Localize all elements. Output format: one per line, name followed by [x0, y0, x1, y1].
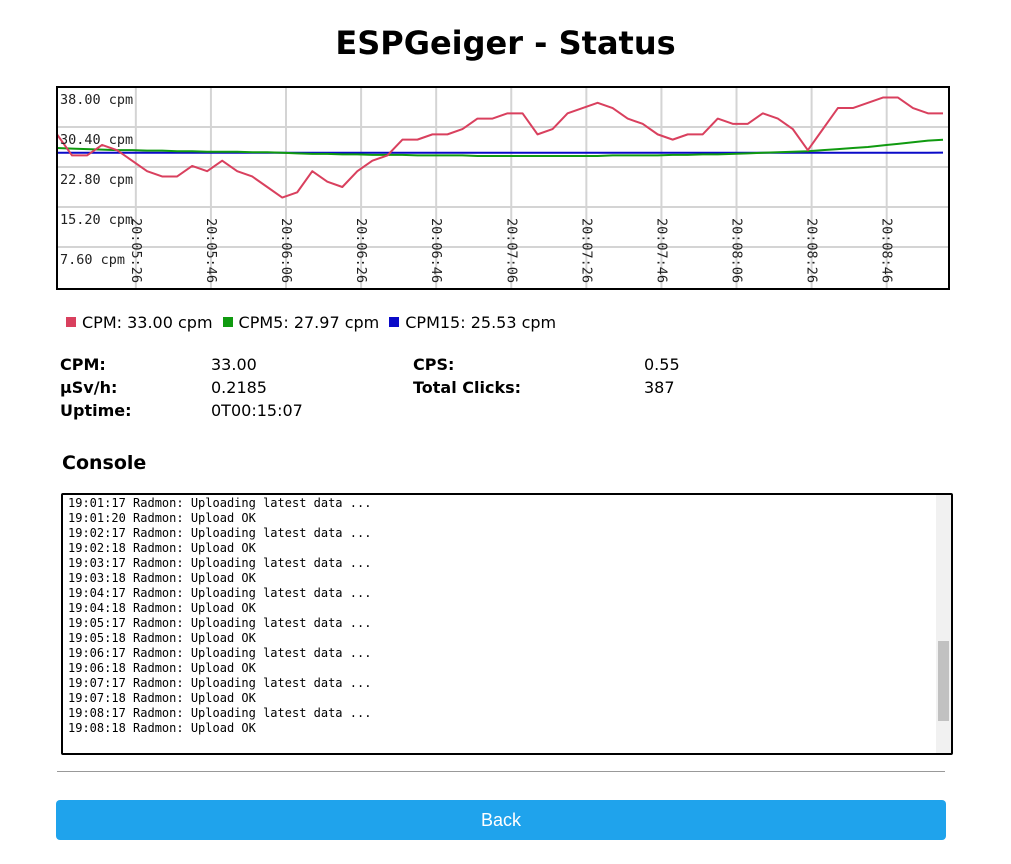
chart: 38.00 cpm 30.40 cpm 22.80 cpm 15.20 cpm 7.60…: [56, 86, 950, 290]
x-tick-label: 20:08:46: [879, 218, 895, 283]
legend-swatch: [389, 317, 400, 327]
console-line: 19:07:18 Radmon: Upload OK: [68, 691, 256, 705]
y-tick-label: 30.40 cpm: [60, 132, 133, 148]
console-line: 19:01:17 Radmon: Uploading latest data .…: [68, 496, 372, 510]
plot-background: [57, 87, 949, 289]
console-title: Console: [62, 452, 147, 474]
stat-value: 0T00:15:07: [211, 401, 303, 420]
back-button[interactable]: Back: [56, 800, 946, 840]
y-tick-label: 22.80 cpm: [60, 172, 133, 188]
console-line: 19:03:18 Radmon: Upload OK: [68, 571, 256, 585]
console-line: 19:05:18 Radmon: Upload OK: [68, 631, 256, 645]
divider: [57, 771, 945, 772]
x-tick-label: 20:06:26: [353, 218, 369, 283]
y-tick-label: 7.60 cpm: [60, 252, 125, 268]
series-line: [56, 138, 944, 157]
legend-label: CPM15: 25.53 cpm: [405, 313, 557, 332]
console-line: 19:06:17 Radmon: Uploading latest data .…: [68, 646, 372, 660]
console-line: 19:08:17 Radmon: Uploading latest data .…: [68, 706, 372, 720]
console-line: 19:02:17 Radmon: Uploading latest data .…: [68, 526, 372, 540]
console-line: 19:08:18 Radmon: Upload OK: [68, 721, 256, 735]
console-line: 19:03:17 Radmon: Uploading latest data .…: [68, 556, 372, 570]
series-line: [56, 96, 943, 199]
stat-label: CPS:: [413, 355, 455, 374]
console-line: 19:06:18 Radmon: Upload OK: [68, 661, 256, 675]
legend-label: CPM5: 27.97 cpm: [238, 313, 380, 332]
stat-value: 0.55: [644, 355, 680, 374]
stat-label: µSv/h:: [60, 378, 118, 397]
console-line: 19:04:18 Radmon: Upload OK: [68, 601, 256, 615]
x-tick-label: 20:06:06: [278, 218, 294, 283]
console-line: 19:02:18 Radmon: Upload OK: [68, 541, 256, 555]
plot-border: [56, 86, 950, 290]
console-lines: 19:01:17 Radmon: Uploading latest data .…: [68, 496, 371, 736]
legend-item: CPM5: 27.97 cpm: [222, 313, 380, 332]
scrollbar[interactable]: [936, 495, 951, 753]
legend: CPM: 33.00 cpm CPM5: 27.97 cpm CPM15: 25.5…: [66, 313, 566, 332]
console-line: 19:07:17 Radmon: Uploading latest data .…: [68, 676, 372, 690]
stat-value: 0.2185: [211, 378, 267, 397]
x-tick-label: 20:08:26: [804, 218, 820, 283]
x-tick-label: 20:05:26: [128, 218, 144, 283]
x-tick-label: 20:07:06: [503, 218, 519, 283]
stat-value: 33.00: [211, 355, 257, 374]
x-tick-label: 20:05:46: [203, 218, 219, 283]
y-tick-label: 15.20 cpm: [60, 212, 133, 228]
stat-value: 387: [644, 378, 675, 397]
console-line: 19:04:17 Radmon: Uploading latest data .…: [68, 586, 372, 600]
stat-label: Uptime:: [60, 401, 132, 420]
console[interactable]: 19:01:17 Radmon: Uploading latest data .…: [61, 493, 953, 755]
stat-label: CPM:: [60, 355, 106, 374]
x-tick-label: 20:07:26: [578, 218, 594, 283]
page-title: ESPGeiger - Status: [335, 24, 676, 62]
stat-label: Total Clicks:: [413, 378, 522, 397]
scrollbar-thumb[interactable]: [938, 641, 949, 721]
console-line: 19:05:17 Radmon: Uploading latest data .…: [68, 616, 372, 630]
x-tick-label: 20:07:46: [653, 218, 669, 283]
legend-swatch: [222, 317, 233, 327]
legend-item: CPM: 33.00 cpm: [66, 313, 213, 332]
y-tick-label: 38.00 cpm: [60, 92, 133, 108]
legend-item: CPM15: 25.53 cpm: [389, 313, 556, 332]
x-tick-label: 20:08:06: [729, 218, 745, 283]
x-tick-label: 20:06:46: [428, 218, 444, 283]
legend-label: CPM: 33.00 cpm: [82, 313, 213, 332]
console-line: 19:01:20 Radmon: Upload OK: [68, 511, 256, 525]
legend-swatch: [66, 317, 76, 327]
